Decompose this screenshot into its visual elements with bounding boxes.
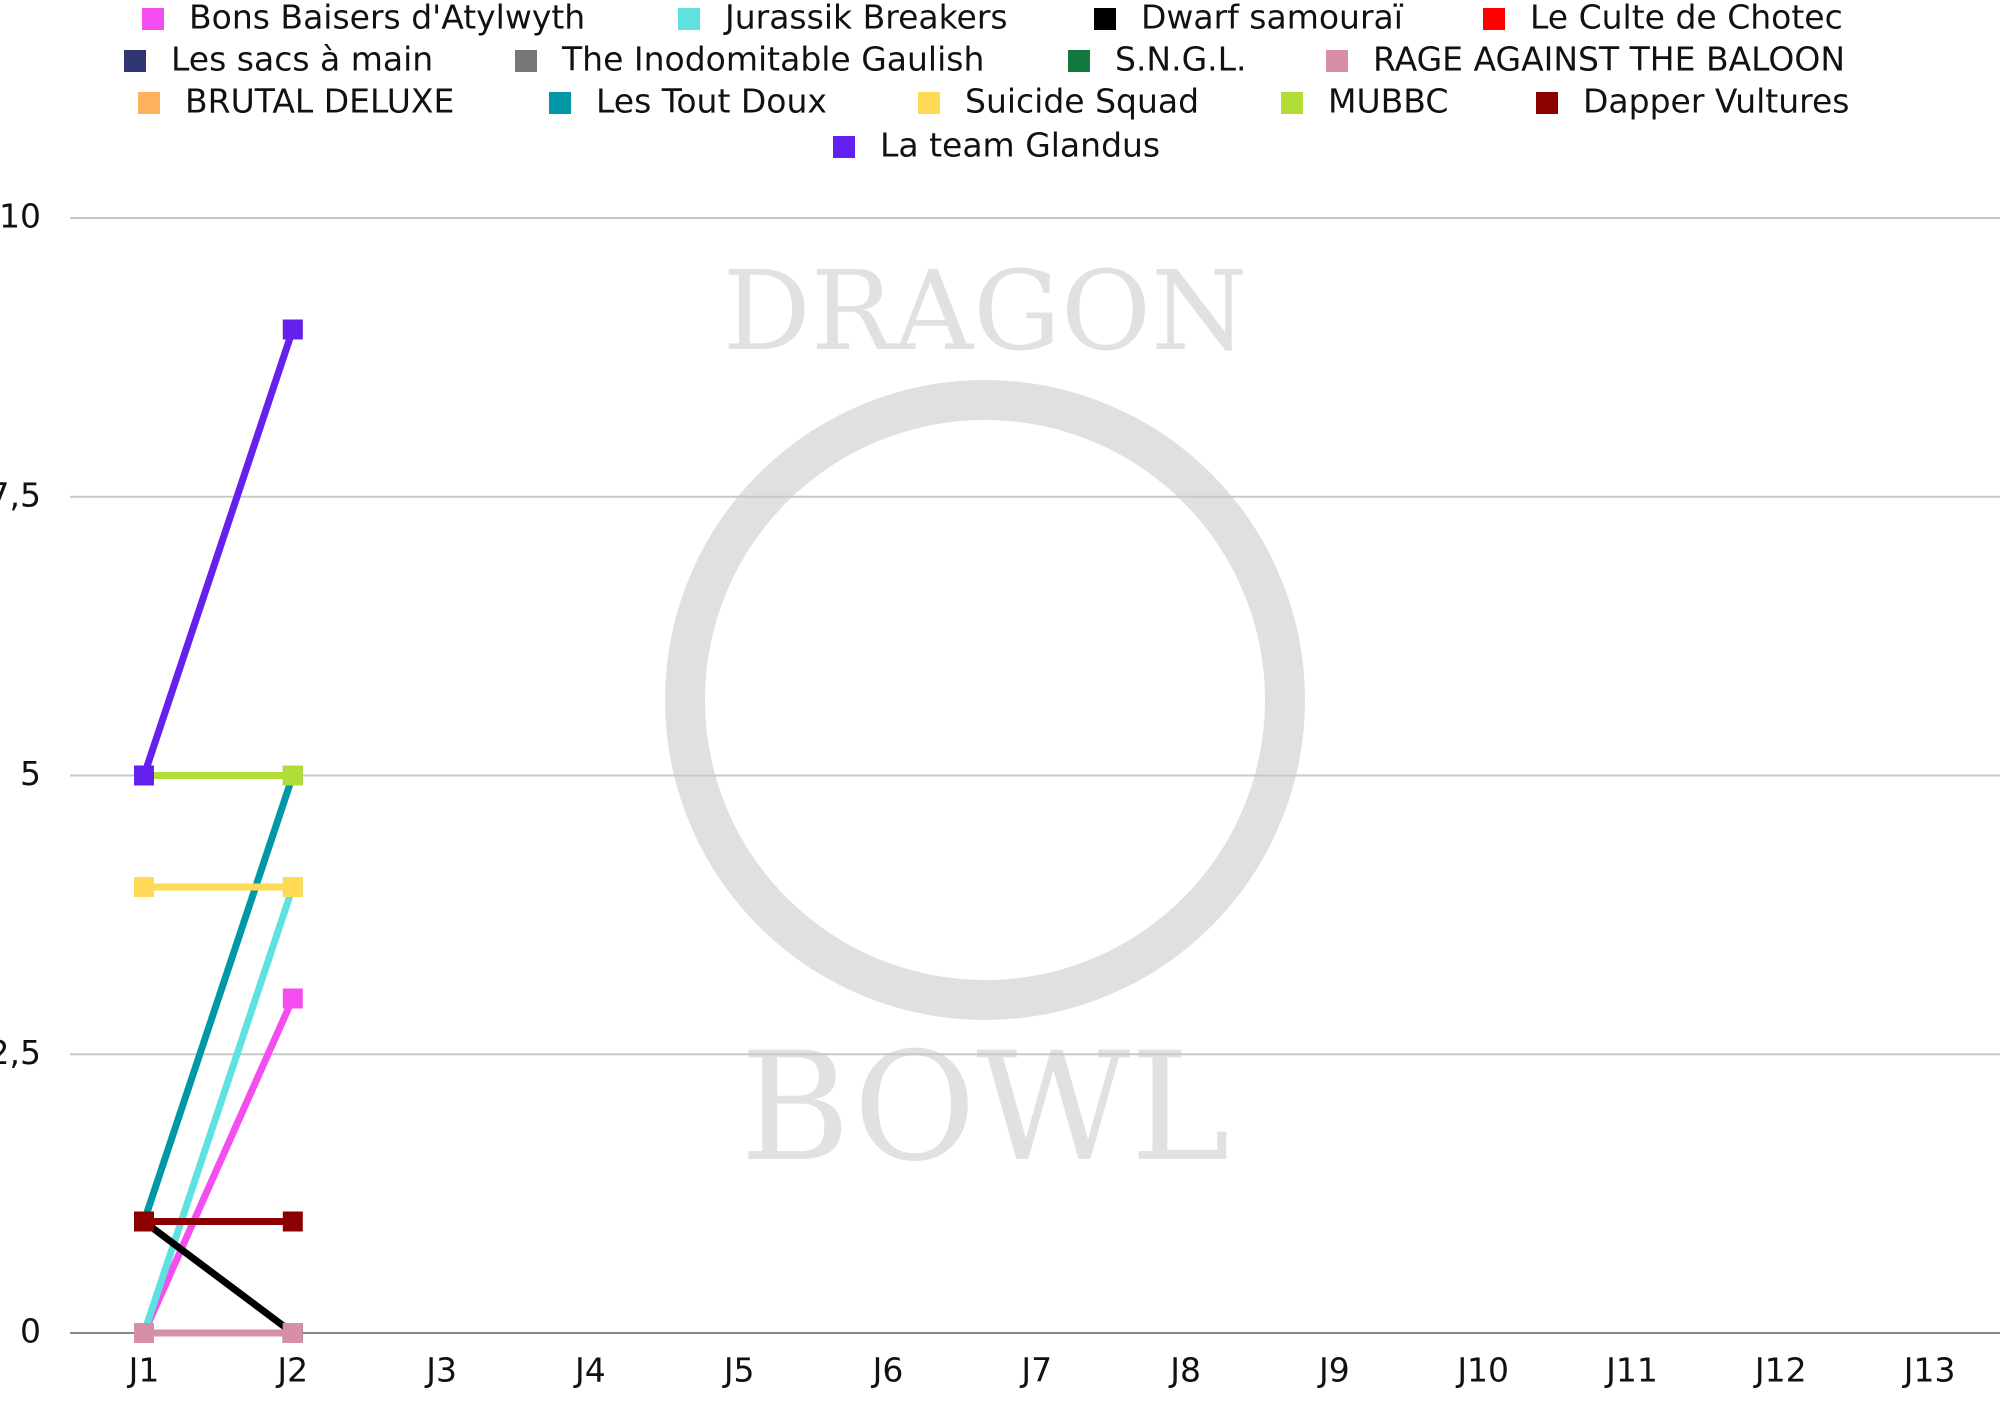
y-tick-label: 2,5 xyxy=(0,1033,41,1072)
legend-swatch xyxy=(918,92,940,114)
legend-label: Les Tout Doux xyxy=(596,82,827,121)
series-line xyxy=(140,997,296,1335)
x-tick-label: J12 xyxy=(1753,1351,1807,1390)
legend-swatch xyxy=(1068,50,1090,72)
series-line xyxy=(140,774,297,1223)
legend-label: Les sacs à main xyxy=(171,40,433,79)
point-marker xyxy=(282,319,303,340)
legend-swatch xyxy=(1094,8,1116,30)
legend-swatch xyxy=(142,8,164,30)
legend-swatch xyxy=(833,136,855,158)
x-tick-label: J10 xyxy=(1455,1351,1509,1390)
x-tick-label: J6 xyxy=(871,1351,904,1390)
x-tick-label: J7 xyxy=(1019,1351,1052,1390)
x-tick-label: J2 xyxy=(275,1351,308,1390)
legend-label: MUBBC xyxy=(1328,82,1448,121)
legend-label: Bons Baisers d'Atylwyth xyxy=(189,0,585,37)
legend-swatch xyxy=(515,50,537,72)
point-marker xyxy=(282,988,303,1009)
legend-label: The Inodomitable Gaulish xyxy=(561,40,984,79)
legend-swatch xyxy=(1326,50,1348,72)
point-marker xyxy=(282,1211,303,1232)
x-tick-label: J9 xyxy=(1317,1351,1350,1390)
legend-swatch xyxy=(678,8,700,30)
legend-label: Suicide Squad xyxy=(965,82,1199,121)
y-tick-label: 0 xyxy=(20,1312,41,1351)
y-tick-label: 7,5 xyxy=(0,475,41,514)
legend-swatch xyxy=(1281,92,1303,114)
point-marker xyxy=(134,1211,154,1232)
x-tick-label: J4 xyxy=(573,1351,606,1390)
legend-label: Jurassik Breakers xyxy=(723,0,1008,37)
y-tick-label: 5 xyxy=(20,754,41,793)
legend-label: Le Culte de Chotec xyxy=(1530,0,1843,37)
watermark-bottom: BOWL xyxy=(740,1021,1230,1195)
watermark-top: DRAGON xyxy=(723,247,1248,375)
legend-label: BRUTAL DELUXE xyxy=(185,82,454,121)
watermark-ring xyxy=(665,380,1305,1020)
legend-swatch xyxy=(138,92,160,114)
x-tick-label: J13 xyxy=(1902,1351,1956,1390)
point-marker xyxy=(282,877,303,897)
legend-swatch xyxy=(1536,92,1558,114)
point-marker xyxy=(282,765,303,786)
legend-label: S.N.G.L. xyxy=(1115,40,1247,79)
legend-label: RAGE AGAINST THE BALOON xyxy=(1373,40,1845,79)
point-marker xyxy=(282,1323,303,1343)
legend-label: La team Glandus xyxy=(880,126,1160,165)
x-tick-label: J11 xyxy=(1604,1351,1658,1390)
series-line xyxy=(141,1218,295,1336)
series-line xyxy=(140,328,297,777)
legend-label: Dapper Vultures xyxy=(1583,82,1850,121)
x-tick-label: J8 xyxy=(1168,1351,1201,1390)
watermark: DRAGON BOWL xyxy=(665,247,1305,1195)
x-tick-label: J3 xyxy=(424,1351,457,1390)
series-line xyxy=(140,885,297,1335)
point-marker xyxy=(134,877,154,897)
point-marker xyxy=(134,765,154,786)
y-tick-label: 10 xyxy=(0,197,41,236)
legend-swatch xyxy=(1483,8,1505,30)
x-tick-label: J1 xyxy=(127,1351,160,1390)
x-tick-label: J5 xyxy=(722,1351,755,1390)
legend-swatch xyxy=(124,50,146,72)
point-marker xyxy=(134,1323,154,1343)
legend-label: Dwarf samouraï xyxy=(1141,0,1404,37)
legend-swatch xyxy=(549,92,571,114)
